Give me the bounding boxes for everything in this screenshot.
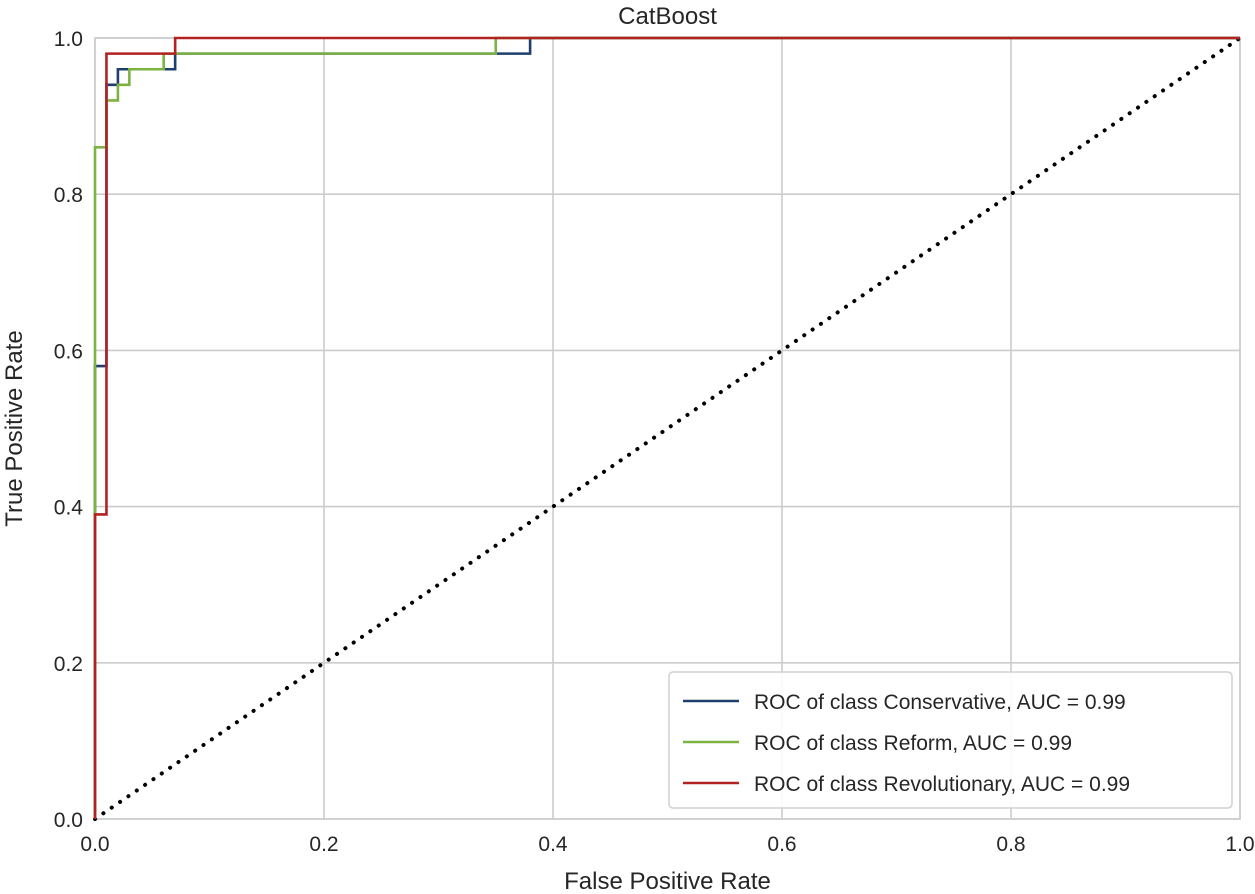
y-tick-label: 0.6 (54, 340, 83, 363)
x-axis-label: False Positive Rate (564, 868, 771, 894)
x-tick-labels: 0.0 0.2 0.4 0.6 0.8 1.0 (80, 833, 1254, 856)
y-axis-label: True Positive Rate (1, 330, 28, 527)
y-tick-label: 0.8 (54, 184, 83, 207)
x-tick-label: 0.6 (767, 833, 796, 856)
series-layer (93, 36, 1240, 819)
y-tick-label: 0.2 (54, 653, 83, 676)
y-tick-label: 0.0 (54, 809, 83, 832)
legend-box (668, 671, 1233, 809)
x-tick-label: 0.0 (80, 833, 109, 856)
chart-title: CatBoost (618, 3, 717, 30)
x-tick-label: 1.0 (1225, 833, 1254, 856)
y-tick-labels: 0.0 0.2 0.4 0.6 0.8 1.0 (54, 28, 84, 832)
y-tick-label: 1.0 (54, 28, 83, 51)
y-tick-label: 0.4 (54, 497, 84, 520)
x-tick-label: 0.2 (309, 833, 338, 856)
roc-curve-series-2 (93, 36, 1240, 819)
x-tick-label: 0.8 (996, 833, 1025, 856)
x-tick-label: 0.4 (538, 833, 568, 856)
roc-curve-series-0 (93, 36, 1240, 819)
grid (94, 37, 1241, 820)
legend-entry-label: ROC of class Conservative, AUC = 0.99 (754, 691, 1126, 714)
reference-layer (93, 36, 1242, 821)
chance-diagonal-line (93, 36, 1242, 821)
legend-entry-label: ROC of class Reform, AUC = 0.99 (754, 732, 1072, 755)
legend-entry-label: ROC of class Revolutionary, AUC = 0.99 (754, 773, 1130, 796)
legend: ROC of class Conservative, AUC = 0.99 ROC… (668, 671, 1233, 809)
